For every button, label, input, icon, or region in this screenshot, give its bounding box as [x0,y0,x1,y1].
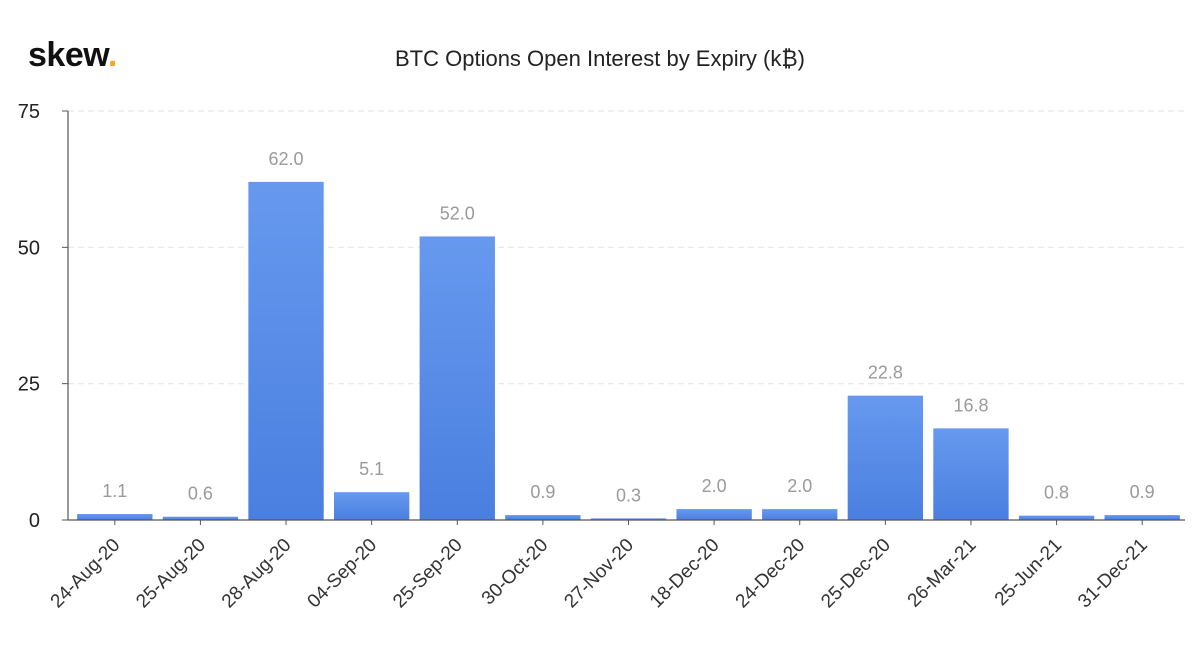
data-label: 16.8 [953,395,988,415]
x-tick-label: 25-Jun-21 [991,535,1066,610]
data-label: 5.1 [359,459,384,479]
bar-25-Dec-20 [847,395,924,520]
gridlines [68,110,1185,385]
data-label: 0.3 [616,485,641,505]
y-tick-label: 25 [18,374,40,396]
data-label: 2.0 [702,476,727,496]
logo-text: skew [28,36,108,74]
skew-logo: skew. [28,36,117,75]
data-label: 62.0 [269,149,304,169]
x-tick-label: 27-Nov-20 [560,535,638,613]
bar-26-Mar-21 [933,428,1009,520]
bar-27-Nov-20 [590,518,667,520]
y-tick-label: 75 [18,101,40,123]
bar-30-Oct-20 [505,515,581,520]
x-tick-label: 30-Oct-20 [478,535,553,610]
data-label: 0.9 [530,482,555,502]
axes: 0 25 50 75 24-Aug-20 25-Aug-20 28-Aug-20 04-Sep… [18,101,1185,612]
x-tick-label: 04-Sep-20 [304,535,382,613]
x-tick-label: 25-Dec-20 [817,535,895,613]
bar-25-Sep-20 [419,236,495,520]
x-tick-label: 24-Dec-20 [732,535,810,613]
data-label: 0.9 [1130,482,1155,502]
x-tick-label: 18-Dec-20 [646,535,724,613]
data-label: 2.0 [787,476,812,496]
y-tick-label: 50 [18,237,40,259]
bar-25-Aug-20 [162,516,239,520]
bars: 1.1 0.6 62.0 5.1 52.0 0.9 0.3 2.0 2.0 22.8 16.8 0.8… [77,149,1180,521]
chart-title: BTC Options Open Interest by Expiry (k₿) [395,46,805,71]
bar-04-Sep-20 [333,492,410,520]
data-label: 1.1 [102,481,127,501]
bar-28-Aug-20 [248,181,324,521]
bar-31-Dec-21 [1104,515,1180,520]
y-tick-label: 0 [29,510,40,532]
bar-24-Dec-20 [762,509,838,520]
bar-24-Aug-20 [77,514,153,520]
data-label: 0.8 [1044,483,1069,503]
data-label: 52.0 [440,203,475,223]
data-label: 0.6 [188,484,213,504]
data-label: 22.8 [868,363,903,383]
x-tick-label: 25-Sep-20 [389,535,467,613]
x-tick-label: 28-Aug-20 [218,535,296,613]
x-tick-label: 31-Dec-21 [1074,535,1152,613]
bar-25-Jun-21 [1018,515,1095,520]
x-tick-label: 26-Mar-21 [904,535,981,612]
x-tick-label: 25-Aug-20 [132,535,210,613]
logo-dot: . [107,36,117,74]
bar-18-Dec-20 [676,509,752,520]
x-tick-label: 24-Aug-20 [47,535,125,613]
